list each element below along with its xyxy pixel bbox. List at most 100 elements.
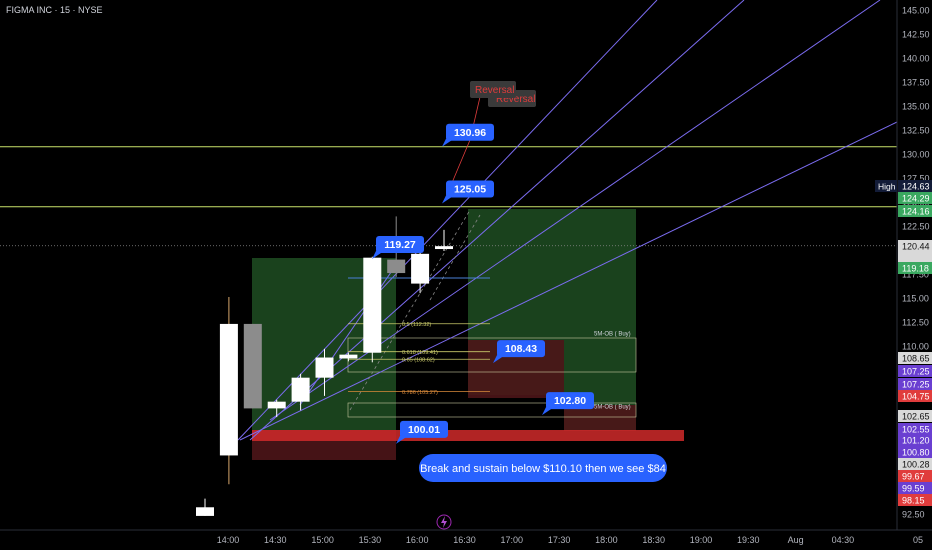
candle-body — [435, 246, 453, 250]
price-tick-label: 112.50 — [902, 318, 929, 328]
trendline-5 — [299, 261, 399, 406]
price-callout[interactable]: 119.27 — [372, 236, 424, 260]
price-marker-box — [898, 446, 932, 458]
price-marker: 104.75 — [898, 390, 932, 402]
price-marker: 100.80 — [898, 446, 932, 458]
price-marker-label: 120.44 — [902, 242, 930, 252]
price-marker-box — [898, 192, 932, 204]
reversal-label-shadow: Reversal — [496, 94, 535, 105]
price-marker: 102.65 — [898, 410, 932, 422]
price-tick-label: 122.50 — [902, 222, 930, 232]
candle — [411, 251, 430, 294]
price-marker: 120.44 — [898, 240, 932, 252]
price-callout-label: 125.05 — [454, 184, 486, 196]
candle-body — [291, 377, 310, 402]
price-tick-label: 135.00 — [902, 102, 930, 112]
price-marker-label: 99.67 — [902, 472, 925, 482]
price-marker-label: 107.25 — [902, 380, 930, 390]
price-callout-pointer — [493, 355, 505, 364]
candle-body — [387, 259, 406, 274]
time-tick-label: 14:30 — [264, 535, 287, 545]
price-marker-box — [898, 378, 932, 390]
price-callout-label: 100.01 — [408, 424, 440, 436]
price-callout-box — [446, 180, 494, 198]
candle-body — [363, 257, 382, 353]
price-callout-label: 130.96 — [454, 127, 486, 139]
note-callout[interactable]: Break and sustain below $110.10 then we … — [419, 454, 667, 482]
price-tick-label: 130.00 — [902, 150, 930, 160]
price-callout[interactable]: 100.01 — [396, 420, 448, 444]
price-marker-box — [898, 482, 932, 494]
long-position-loss-zone-right — [564, 405, 636, 431]
fib-label: 0.65 (108.62) — [402, 358, 435, 364]
price-callout-box — [546, 392, 594, 410]
price-marker-label: 99.59 — [902, 484, 925, 494]
price-tick-label: 110.00 — [902, 342, 929, 352]
price-tick-label: 132.50 — [902, 126, 930, 136]
price-tick-label: 92.50 — [902, 510, 925, 520]
price-marker-label: 100.28 — [902, 460, 930, 470]
time-tick-label: 16:30 — [453, 535, 476, 545]
lightning-icon[interactable] — [436, 514, 452, 530]
candle-body — [196, 507, 214, 516]
price-marker-label: 102.55 — [902, 425, 930, 435]
order-block-labels: 5M-OB ( Buy) 5M-OB ( Buy) — [594, 331, 631, 410]
price-marker: 124.29 — [898, 192, 932, 204]
price-marker-label: 124.16 — [902, 207, 930, 217]
price-callout[interactable]: 130.96 — [442, 123, 494, 147]
price-tick-label: 142.50 — [902, 30, 930, 40]
candle — [315, 348, 334, 396]
order-block-box-lower — [347, 402, 637, 418]
price-callout[interactable]: 102.80 — [542, 392, 594, 416]
price-tick-label: 140.00 — [902, 54, 930, 64]
price-marker-label: 124.63 — [902, 182, 930, 192]
price-callout-box — [497, 340, 545, 358]
price-tick-label: 137.50 — [902, 78, 930, 88]
price-marker-box — [898, 352, 932, 364]
price-tick-label: 127.50 — [902, 174, 930, 184]
candle — [363, 256, 382, 363]
price-callout-pointer — [442, 138, 454, 147]
price-marker-box — [898, 205, 932, 217]
price-marker: 98.15 — [898, 494, 932, 506]
price-marker: 99.59 — [898, 482, 932, 494]
price-callout-pointer — [372, 251, 384, 260]
price-marker-box — [898, 423, 932, 435]
time-tick-label: 14:00 — [217, 535, 240, 545]
price-marker-box — [898, 365, 932, 377]
price-marker-box — [898, 240, 932, 252]
time-tick-label: 17:30 — [548, 535, 571, 545]
reversal-label: Reversal — [475, 85, 514, 96]
fib-label: 0.618 (109.41) — [402, 350, 438, 356]
price-marker-box — [898, 470, 932, 482]
fib-label: 0.786 (105.27) — [402, 390, 438, 396]
candles — [196, 216, 453, 516]
price-marker-box — [898, 390, 932, 402]
candle-body — [315, 357, 334, 378]
price-tick-label: 115.00 — [902, 294, 929, 304]
order-block-label: 5M-OB ( Buy) — [594, 331, 631, 337]
time-tick-label: 05 — [913, 535, 923, 545]
order-block-label: 5M-OB ( Buy) — [594, 404, 631, 410]
price-callout[interactable]: 125.05 — [442, 180, 494, 204]
callouts: 130.96 125.05 119.27 108.43 102.80 100.01 — [372, 123, 594, 444]
candle-body — [411, 253, 430, 284]
candle — [291, 373, 310, 411]
candle — [339, 352, 358, 362]
time-tick-label: 19:00 — [690, 535, 713, 545]
price-marker: 108.65 — [898, 352, 932, 364]
price-callout-box — [446, 123, 494, 141]
time-axis[interactable]: 14:00 14:30 15:00 15:30 16:00 16:30 17:00 17:30… — [0, 529, 932, 545]
price-tick-label: 117.50 — [902, 270, 929, 280]
price-marker-label: 104.75 — [902, 392, 930, 402]
price-callout-label: 108.43 — [505, 343, 537, 355]
price-tick-label: 145.00 — [902, 6, 930, 16]
price-marker: 101.20 — [898, 434, 932, 446]
price-marker: 124.63 High — [875, 180, 932, 192]
price-marker-label: 100.80 — [902, 448, 930, 458]
price-callout[interactable]: 108.43 — [493, 340, 545, 364]
dotted-projection-1 — [349, 209, 471, 411]
candle-body — [219, 323, 238, 456]
dotted-projection-2 — [429, 214, 481, 301]
